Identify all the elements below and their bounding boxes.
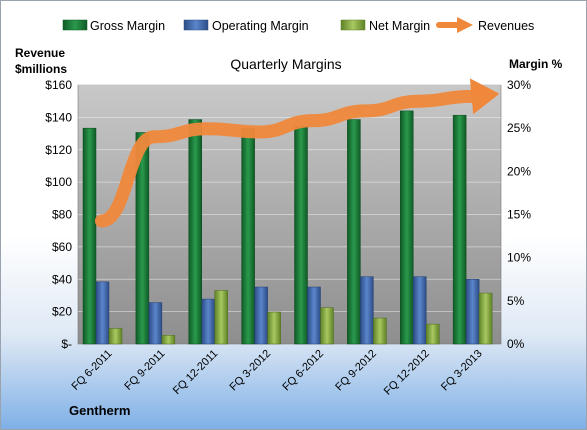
x-tick-label: FQ 9-2012 (333, 348, 379, 394)
x-tick-label: FQ 3-2012 (228, 348, 274, 394)
left-tick-label: $100 (45, 175, 72, 189)
bar-operating-margin (201, 298, 215, 345)
legend-label-gross: Gross Margin (90, 19, 165, 33)
bar-operating-margin (148, 302, 163, 345)
bar-operating-margin (360, 276, 374, 345)
left-axis-ticks: $- $20 $40 $60 $80 $100 $120 $140 $160 (45, 78, 72, 351)
left-tick-label: $20 (52, 305, 72, 319)
revenue-line (94, 78, 500, 228)
bar-net-margin (108, 328, 123, 345)
bar-net-margin (214, 290, 228, 345)
right-tick-label: 15% (507, 208, 531, 222)
bar-net-margin (478, 292, 493, 345)
bar-operating-margin (307, 286, 321, 345)
bar-net-margin (267, 311, 281, 345)
bar-gross-margin (241, 127, 255, 345)
legend: Gross Margin Operating Margin Net Margin… (62, 17, 534, 33)
bar-gross-margin (294, 126, 308, 345)
bar-net-margin (161, 335, 176, 345)
bar-operating-margin (254, 286, 268, 345)
bar-gross-margin (135, 132, 150, 345)
bar-gross-margin (347, 119, 361, 345)
legend-revenues: Revenues (436, 17, 534, 33)
bar-operating-margin (465, 279, 480, 345)
left-tick-label: $140 (45, 110, 72, 124)
right-tick-label: 30% (507, 78, 531, 92)
right-tick-label: 10% (507, 251, 531, 265)
x-tick-label: FQ 12-2011 (171, 348, 220, 397)
bars (82, 110, 493, 345)
left-tick-label: $120 (45, 143, 72, 157)
right-tick-label: 25% (507, 121, 531, 135)
bar-gross-margin (452, 114, 467, 345)
legend-net-margin: Net Margin (340, 19, 430, 33)
right-tick-label: 20% (507, 164, 531, 178)
left-axis-label-line1: Revenue (15, 46, 65, 60)
legend-label-operating: Operating Margin (212, 19, 309, 33)
bar-net-margin (373, 317, 387, 345)
bar-net-margin (426, 323, 440, 345)
chart-title: Quarterly Margins (230, 56, 341, 72)
bar-gross-margin (188, 119, 202, 345)
x-tick-label: FQ 3-2013 (439, 348, 485, 394)
legend-operating-margin: Operating Margin (183, 19, 309, 33)
legend-label-net: Net Margin (369, 19, 430, 33)
right-axis-ticks: 0% 5% 10% 15% 20% 25% 30% (507, 78, 531, 351)
bar-gross-margin (82, 127, 97, 345)
x-tick-label: FQ 6-2012 (280, 348, 326, 394)
x-tick-label: FQ 12-2012 (382, 348, 432, 398)
x-axis-ticks: FQ 6-2011 FQ 9-2011 FQ 12-2011 FQ 3-2012 FQ … (69, 348, 484, 398)
left-tick-label: $80 (52, 208, 72, 222)
bar-operating-margin (413, 276, 427, 345)
left-tick-label: $160 (45, 78, 72, 92)
left-tick-label: $40 (52, 272, 72, 286)
x-tick-label: FQ 9-2011 (122, 348, 167, 393)
legend-label-revenues: Revenues (478, 19, 534, 33)
left-axis-label-line2: $millions (15, 62, 67, 76)
right-tick-label: 5% (507, 294, 525, 308)
bar-net-margin (320, 307, 334, 345)
x-tick-label: FQ 6-2011 (69, 348, 114, 393)
company-name: Gentherm (69, 403, 130, 418)
left-tick-label: $60 (52, 240, 72, 254)
bar-operating-margin (95, 281, 110, 345)
right-tick-label: 0% (507, 337, 525, 351)
left-tick-label: $- (61, 337, 72, 351)
right-axis-label: Margin % (509, 57, 563, 71)
revenue-line-arrowhead (469, 78, 500, 115)
revenue-line-path (94, 89, 479, 228)
bar-gross-margin (400, 110, 414, 345)
legend-gross-margin: Gross Margin (62, 19, 165, 33)
